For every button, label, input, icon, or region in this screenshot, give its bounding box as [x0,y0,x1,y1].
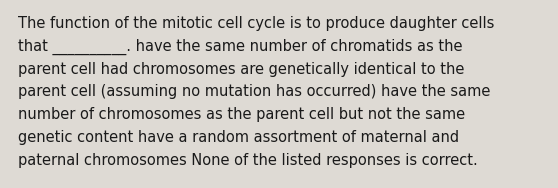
Text: that __________. have the same number of chromatids as the: that __________. have the same number of… [18,39,463,55]
Text: parent cell (assuming no mutation has occurred) have the same: parent cell (assuming no mutation has oc… [18,84,490,99]
Text: paternal chromosomes None of the listed responses is correct.: paternal chromosomes None of the listed … [18,153,478,168]
Text: genetic content have a random assortment of maternal and: genetic content have a random assortment… [18,130,459,145]
Text: The function of the mitotic cell cycle is to produce daughter cells: The function of the mitotic cell cycle i… [18,16,494,31]
Text: number of chromosomes as the parent cell but not the same: number of chromosomes as the parent cell… [18,107,465,122]
Text: parent cell had chromosomes are genetically identical to the: parent cell had chromosomes are genetica… [18,62,464,77]
